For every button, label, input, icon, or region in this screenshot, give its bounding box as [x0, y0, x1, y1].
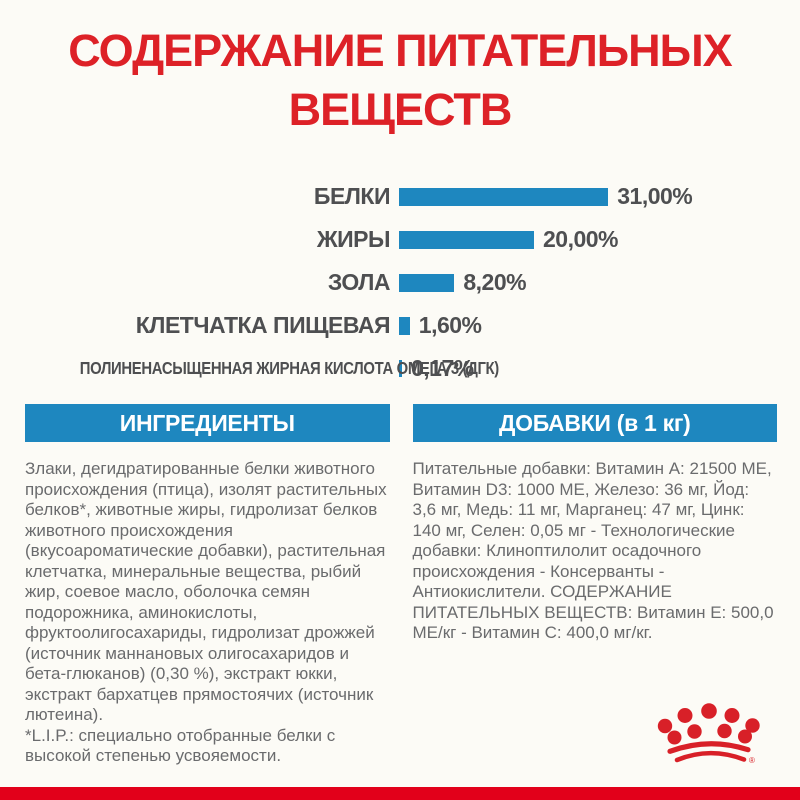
registered-mark: ® [749, 756, 755, 765]
bar-proteins [399, 187, 609, 206]
bar-label: ЗОЛА [327, 269, 391, 295]
chart-row-omega3: ПОЛИНЕНАСЫЩЕННАЯ ЖИРНАЯ КИСЛОТА ОМЕГА 3 … [25, 347, 800, 390]
bar-omega3 [399, 360, 402, 377]
ingredients-header: ИНГРЕДИЕНТЫ [25, 404, 390, 442]
page-title: СОДЕРЖАНИЕ ПИТАТЕЛЬНЫХ ВЕЩЕСТВ [68, 25, 732, 135]
chart-row-fats: ЖИРЫ 20,00% [25, 218, 800, 261]
bar-fats [399, 230, 534, 249]
bar-value: 31,00% [617, 183, 693, 209]
section-bodies: Злаки, дегидратированные белки животного… [0, 459, 800, 767]
ingredients-text: Злаки, дегидратированные белки животного… [25, 459, 387, 765]
additives-text: Питательные добавки: Витамин А: 21500 МЕ… [412, 459, 774, 642]
bar-label: ЖИРЫ [316, 226, 391, 252]
bar-ash [399, 273, 455, 292]
additives-header: ДОБАВКИ (в 1 кг) [412, 404, 777, 442]
bar-value: 8,20% [463, 269, 527, 295]
chart-row-fibre: КЛЕТЧАТКА ПИЩЕВАЯ 1,60% [25, 304, 800, 347]
chart-row-ash: ЗОЛА 8,20% [25, 261, 800, 304]
bar-value: 0,17% [411, 355, 474, 381]
royal-canin-crown-logo: ® [657, 703, 760, 765]
bar-label: КЛЕТЧАТКА ПИЩЕВАЯ [135, 312, 391, 338]
footer-red-strip [0, 787, 800, 800]
bar-value: 1,60% [418, 312, 482, 338]
nutrition-bar-chart: БЕЛКИ 31,00% ЖИРЫ 20,00% ЗОЛА 8,20% КЛЕТ… [25, 175, 800, 390]
chart-row-proteins: БЕЛКИ 31,00% [25, 175, 800, 218]
bar-label: БЕЛКИ [313, 183, 391, 209]
bar-label: ПОЛИНЕНАСЫЩЕННАЯ ЖИРНАЯ КИСЛОТА ОМЕГА 3 … [79, 358, 499, 378]
bar-fibre [399, 316, 410, 335]
bar-value: 20,00% [543, 226, 619, 252]
section-headers: ИНГРЕДИЕНТЫ ДОБАВКИ (в 1 кг) [0, 404, 800, 442]
